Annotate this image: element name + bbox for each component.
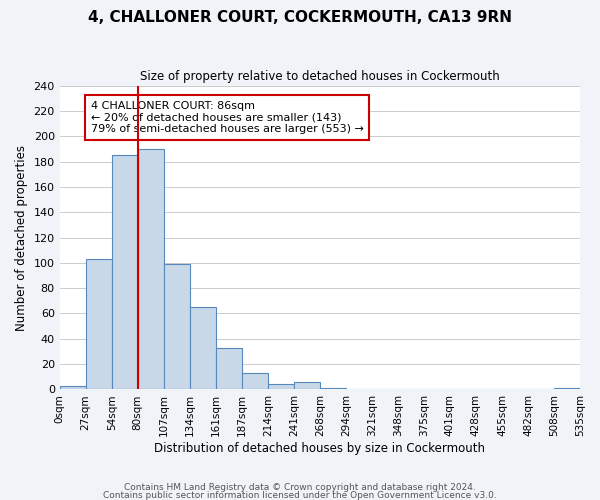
X-axis label: Distribution of detached houses by size in Cockermouth: Distribution of detached houses by size … bbox=[154, 442, 485, 455]
Bar bbox=[112, 155, 138, 390]
Bar bbox=[59, 386, 86, 390]
Bar bbox=[554, 388, 580, 390]
Bar bbox=[138, 149, 164, 390]
Bar bbox=[268, 384, 294, 390]
Bar bbox=[190, 307, 216, 390]
Bar bbox=[164, 264, 190, 390]
Text: 4, CHALLONER COURT, COCKERMOUTH, CA13 9RN: 4, CHALLONER COURT, COCKERMOUTH, CA13 9R… bbox=[88, 10, 512, 25]
Text: 4 CHALLONER COURT: 86sqm
← 20% of detached houses are smaller (143)
79% of semi-: 4 CHALLONER COURT: 86sqm ← 20% of detach… bbox=[91, 101, 364, 134]
Bar bbox=[320, 388, 346, 390]
Bar bbox=[216, 348, 242, 390]
Text: Contains public sector information licensed under the Open Government Licence v3: Contains public sector information licen… bbox=[103, 490, 497, 500]
Text: Contains HM Land Registry data © Crown copyright and database right 2024.: Contains HM Land Registry data © Crown c… bbox=[124, 483, 476, 492]
Title: Size of property relative to detached houses in Cockermouth: Size of property relative to detached ho… bbox=[140, 70, 500, 83]
Bar bbox=[294, 382, 320, 390]
Y-axis label: Number of detached properties: Number of detached properties bbox=[15, 144, 28, 330]
Bar bbox=[86, 259, 112, 390]
Bar bbox=[242, 373, 268, 390]
